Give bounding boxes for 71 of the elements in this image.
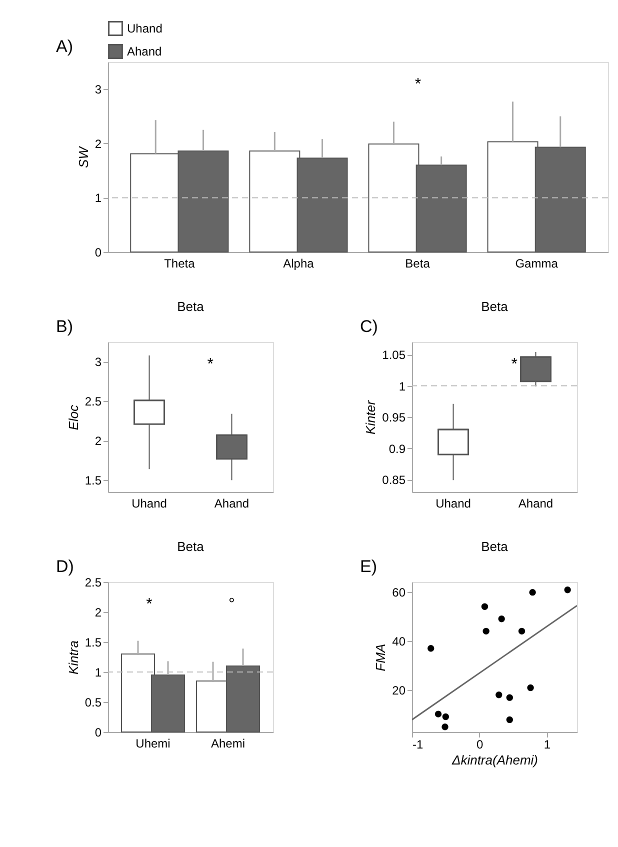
x-tick-label: Uhemi [136,736,170,750]
y-tick-label: 1.5 [84,636,102,650]
y-tick-label: 0 [94,726,102,740]
point [442,713,450,720]
chart-title: Beta [177,539,205,554]
point [529,588,536,596]
y-axis-title: Kinter [363,400,378,434]
x-tick-label: Ahemi [210,736,246,750]
y-tick-label: 1.5 [84,474,102,488]
point [506,694,514,701]
x-tick-label: Gamma [515,256,558,270]
x-tick-label: Uhand [436,496,471,510]
y-tick-label: 2 [94,606,102,620]
y-tick-label: 1 [94,666,102,680]
annotation: * [146,596,152,613]
y-axis-title: Eloc [66,404,81,430]
x-tick-label: Alpha [283,256,314,270]
point [564,586,571,594]
point [428,645,434,652]
annotation: ° [228,596,235,613]
point [434,710,442,718]
y-tick-label: 2 [94,434,102,448]
x-tick-label: Uhand [132,496,167,510]
y-tick-label: 0.95 [382,410,406,424]
y-tick-label: 0.85 [382,473,406,487]
x-axis-title: Δkintra(Ahemi) [450,752,538,768]
legend-label: Uhand [127,22,162,36]
y-tick-label: 1 [398,379,406,394]
y-tick-label: 2 [94,136,102,151]
point [527,684,534,692]
y-tick-label: 60 [392,585,406,600]
text: E) [360,557,377,576]
x-tick-label: Ahand [214,496,250,510]
chart-title: Beta [177,299,205,314]
point [481,603,488,610]
y-tick-label: 1.05 [382,348,406,362]
text: D) [56,557,74,576]
annotation: * [414,76,422,93]
point [442,723,448,730]
y-tick-label: 2.5 [84,576,102,590]
y-tick-label: 3 [94,355,102,370]
text: A) [56,37,73,56]
chart-title: Beta [481,299,509,314]
y-tick-label: 40 [392,634,406,649]
annotation: * [207,356,214,373]
legend-label: Ahand [127,44,162,58]
x-tick-label: Ahand [518,496,554,510]
text: C) [360,317,378,336]
point [518,628,526,635]
annotation: * [511,356,518,373]
x-tick-label: Beta [405,256,430,270]
y-axis-title: FMA [373,644,388,672]
point [496,692,502,698]
point [498,616,505,622]
y-tick-label: 1 [94,191,102,206]
point [482,628,490,635]
y-tick-label: 20 [392,684,406,698]
y-tick-label: 0.9 [388,442,406,456]
point [506,716,514,724]
x-tick-label: 1 [544,738,551,752]
chart-title: Beta [481,539,509,554]
y-tick-label: 2.5 [84,394,102,409]
y-tick-label: 0 [94,246,102,260]
y-axis-title: Kintra [66,640,81,674]
y-tick-label: 0.5 [84,696,102,710]
text: B) [56,317,73,336]
y-axis-title: SW [76,145,91,168]
x-tick-label: Theta [164,256,196,270]
x-tick-label: 0 [476,738,484,752]
x-tick-label: -1 [412,738,424,752]
y-tick-label: 3 [94,82,102,97]
